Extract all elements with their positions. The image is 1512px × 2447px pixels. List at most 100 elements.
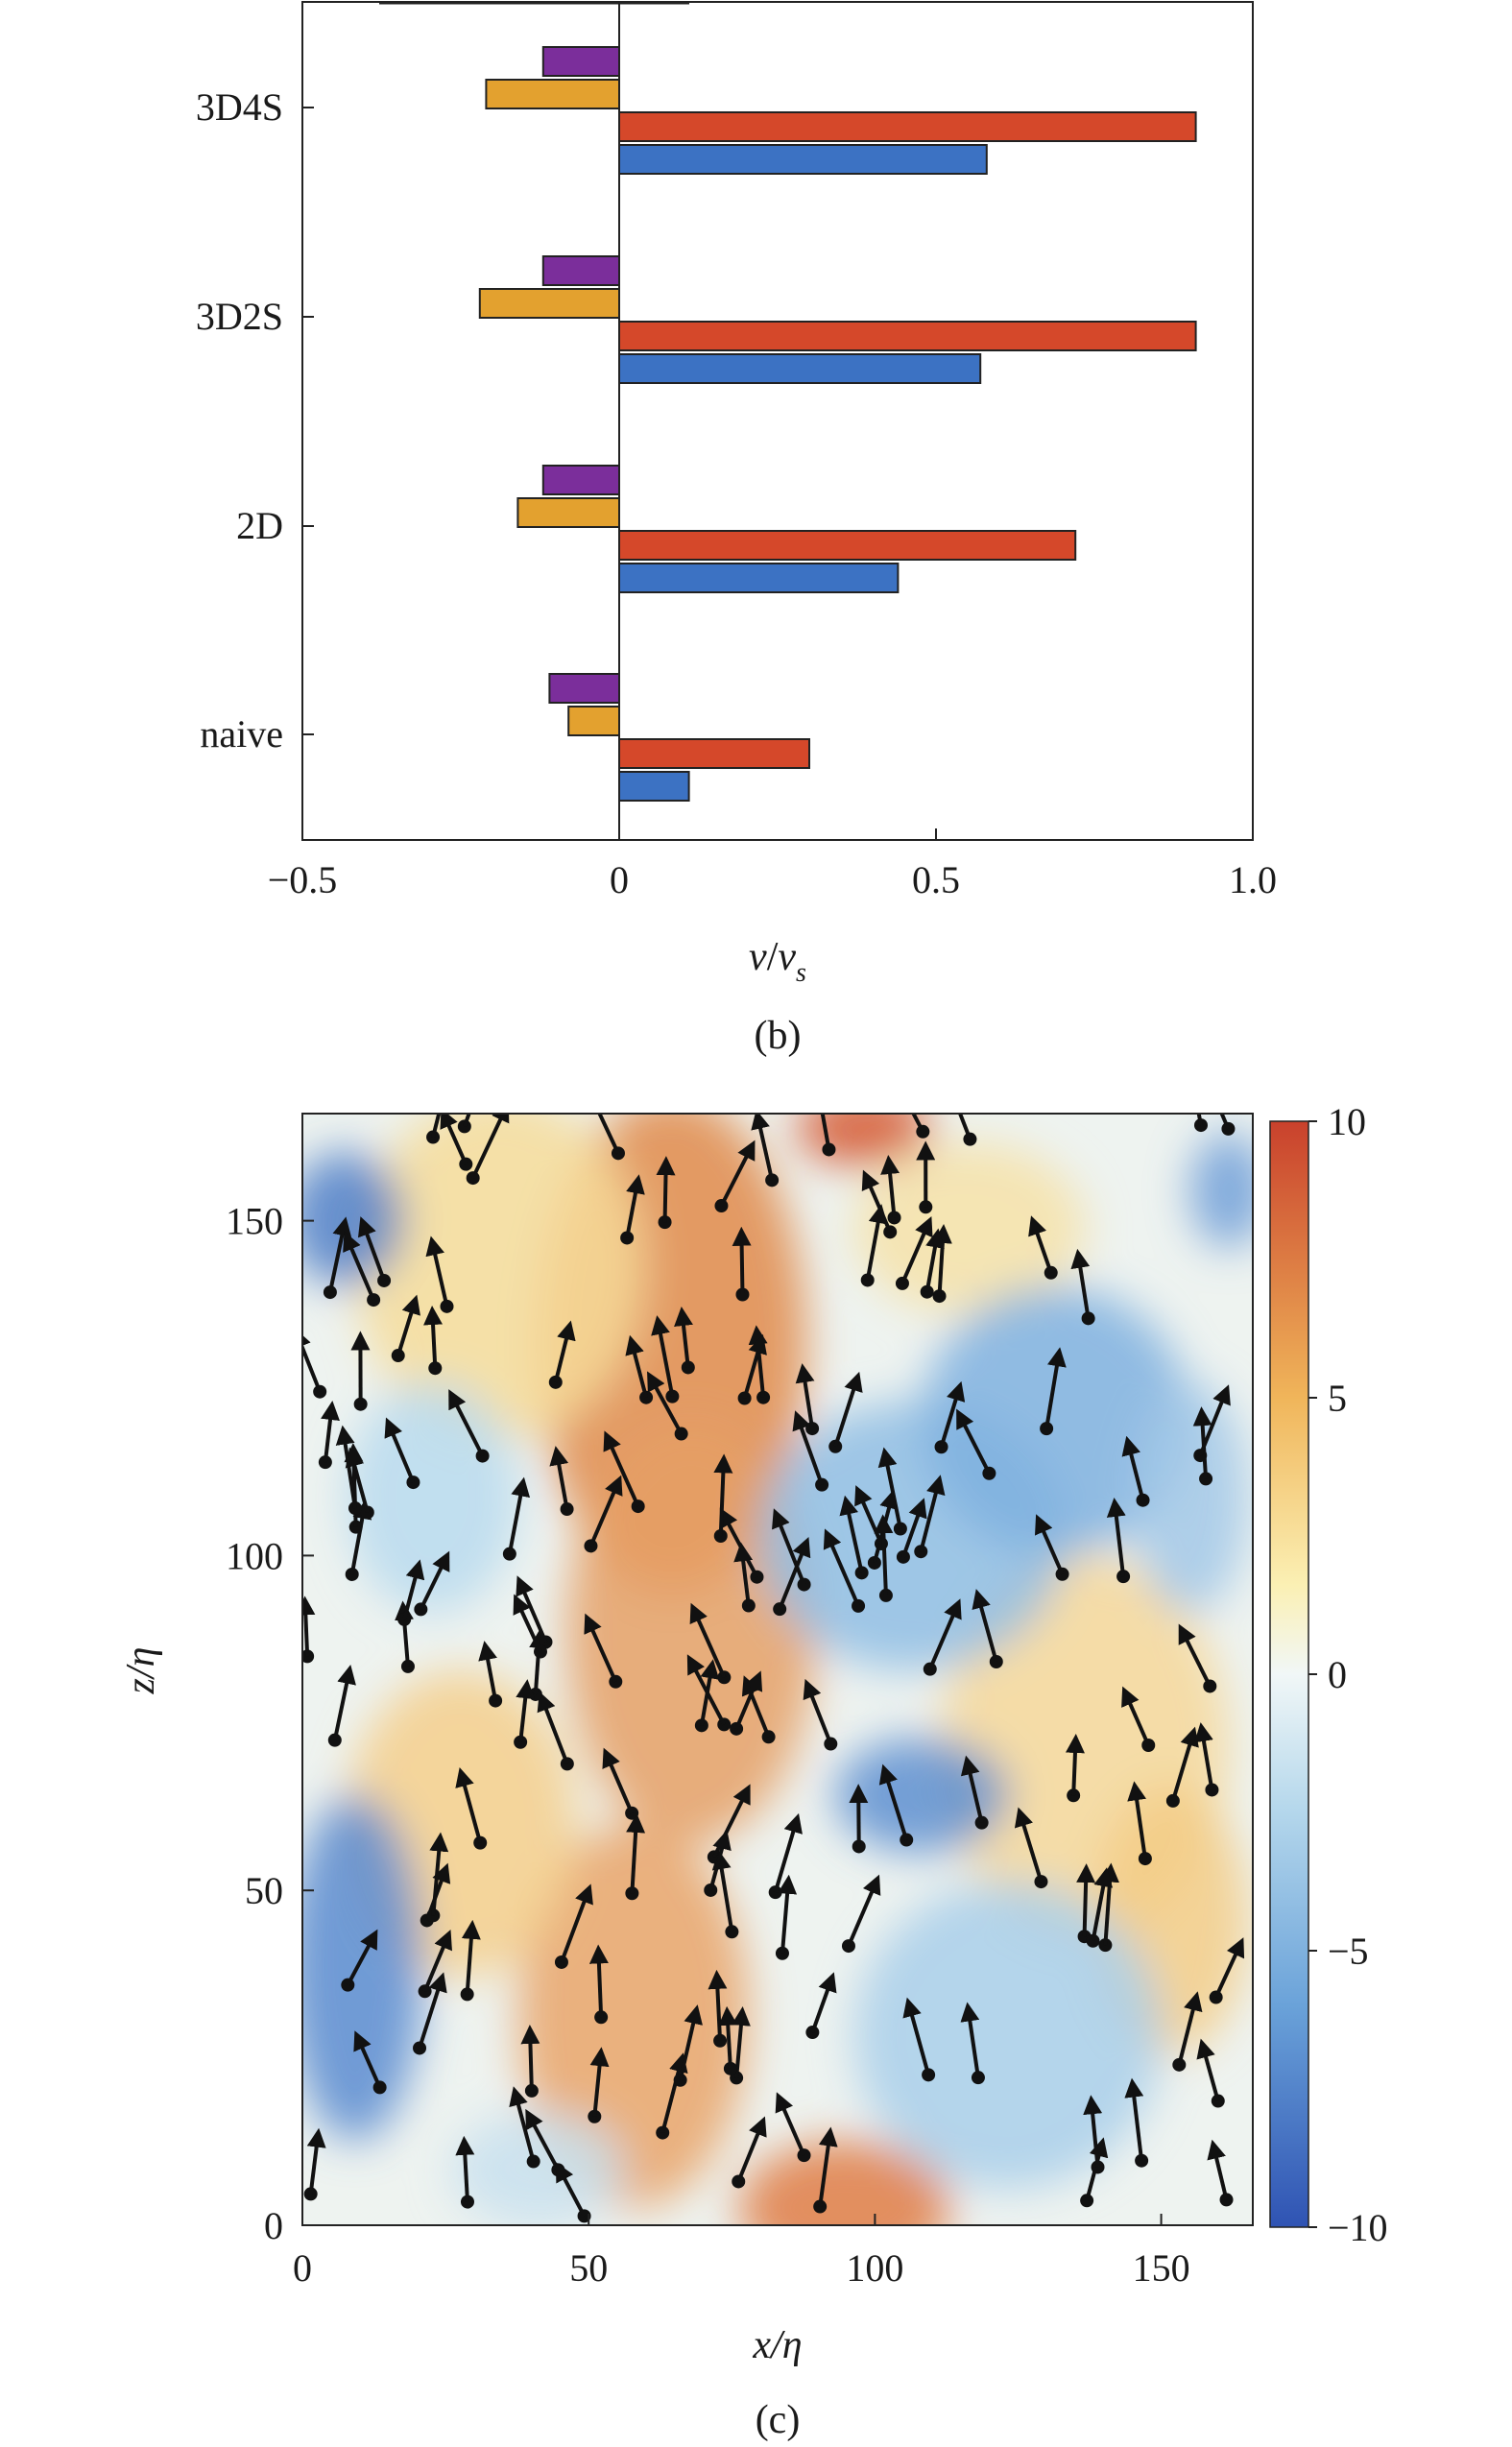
y-tick-label: 100 <box>226 1534 283 1577</box>
velocity-arrow <box>537 1691 569 1765</box>
velocity-arrow <box>1124 2077 1144 2161</box>
velocity-arrow <box>589 2047 610 2117</box>
bar-naive-1 <box>567 706 621 736</box>
bar-2D-2 <box>618 530 1077 561</box>
velocity-arrow <box>732 1226 752 1295</box>
velocity-arrow <box>674 1307 693 1368</box>
category-label: 3D2S <box>196 295 283 338</box>
colorbar <box>1269 1120 1309 2228</box>
velocity-arrow <box>516 1575 548 1643</box>
velocity-arrow <box>1198 1384 1231 1456</box>
velocity-arrow <box>803 1678 833 1745</box>
velocity-arrow <box>792 1410 824 1486</box>
bar-3D2S-2 <box>618 321 1197 351</box>
heatmap-y-axis-label: z/η <box>119 1647 163 1695</box>
colorbar-tick-label: 0 <box>1328 1653 1347 1696</box>
velocity-arrow <box>1170 1726 1199 1802</box>
colorbar-tick-label: −10 <box>1328 2206 1388 2249</box>
value-tick-label: 1.0 <box>1229 858 1277 901</box>
velocity-arrow <box>678 2004 703 2081</box>
velocity-arrow <box>960 2002 980 2078</box>
velocity-arrow <box>1121 1686 1151 1746</box>
velocity-arrow <box>448 1389 485 1457</box>
velocity-arrow <box>603 1430 640 1507</box>
velocity-arrow <box>335 1425 357 1509</box>
velocity-arrow <box>327 1216 352 1293</box>
value-tick-label: −0.5 <box>268 858 338 901</box>
velocity-arrow <box>742 1333 767 1400</box>
velocity-arrow <box>656 1156 676 1223</box>
velocity-arrow <box>455 2135 475 2202</box>
velocity-arrow <box>731 2005 751 2078</box>
velocity-arrow <box>346 1929 378 1986</box>
colorbar-tick-label: 10 <box>1328 1100 1366 1143</box>
velocity-arrow <box>1121 1435 1145 1501</box>
velocity-arrows <box>302 1114 1245 2223</box>
heatmap-field <box>302 1114 1253 2225</box>
y-tick-label: 150 <box>226 1200 283 1243</box>
velocity-arrow <box>425 1235 449 1307</box>
velocity-arrow <box>588 1944 609 2018</box>
velocity-arrow <box>1044 1347 1067 1429</box>
velocity-arrow <box>306 2127 326 2195</box>
bar-3D2S-0 <box>541 255 620 286</box>
velocity-arrow <box>1178 1623 1212 1688</box>
category-label: 3D4S <box>196 85 283 129</box>
velocity-arrow <box>960 1755 984 1824</box>
velocity-arrow <box>419 1550 450 1611</box>
category-label: 2D <box>236 504 283 547</box>
velocity-arrow <box>525 2108 561 2171</box>
velocity-arrow <box>626 1813 646 1894</box>
bar-naive-2 <box>618 738 810 769</box>
velocity-arrow <box>778 1874 798 1954</box>
heatmap-frame <box>301 1113 1254 2226</box>
velocity-arrow <box>939 1380 966 1448</box>
bar-3D2S-3 <box>618 353 982 384</box>
bar-x-axis-label: v/vs <box>749 935 806 988</box>
value-tick-label: 0.5 <box>912 858 960 901</box>
heatmap-y-ticks: 0 50 100 150 <box>226 1200 314 2247</box>
velocity-arrow <box>422 1930 452 1993</box>
velocity-arrow <box>1207 2139 1229 2200</box>
bar-2D-1 <box>516 497 621 528</box>
velocity-arrow <box>1196 1114 1203 1126</box>
velocity-arrow <box>402 1559 425 1620</box>
velocity-arrow <box>1196 2038 1220 2102</box>
velocity-arrow <box>440 1114 468 1165</box>
velocity-arrow <box>878 1763 909 1841</box>
velocity-arrow <box>1091 1867 1114 1942</box>
velocity-arrow <box>357 1216 386 1282</box>
velocity-arrow <box>880 1155 900 1218</box>
velocity-arrow <box>555 2162 587 2218</box>
velocity-arrow <box>651 1315 675 1397</box>
colorbar-tick-label: −5 <box>1328 1930 1369 1973</box>
velocity-arrow <box>711 1850 734 1932</box>
velocity-arrow <box>516 1679 536 1742</box>
bar-3D4S-3 <box>618 144 988 175</box>
velocity-arrow <box>854 1485 883 1545</box>
x-tick-label: 100 <box>846 2246 903 2290</box>
bar-3D4S-1 <box>485 79 620 109</box>
bar-naive-0 <box>548 673 621 704</box>
velocity-arrow <box>470 1114 510 1179</box>
velocity-arrow <box>349 1499 372 1575</box>
velocity-arrow <box>795 1363 815 1429</box>
velocity-arrow <box>847 1874 881 1947</box>
value-ticks: −0.5 0 0.5 1.0 <box>268 828 1277 901</box>
velocity-arrow <box>820 1114 831 1150</box>
heatmap-x-ticks: 0 50 100 150 <box>293 2214 1190 2290</box>
velocity-arrow <box>1219 1114 1231 1130</box>
velocity-arrow <box>713 1453 733 1537</box>
velocity-arrow <box>956 1408 992 1475</box>
y-tick-label: 0 <box>264 2204 283 2247</box>
velocity-arrow <box>972 1589 998 1663</box>
velocity-arrow <box>549 1446 569 1510</box>
velocity-arrow <box>778 1536 811 1610</box>
velocity-arrow <box>509 2086 536 2163</box>
velocity-arrow <box>553 1320 576 1383</box>
velocity-arrow <box>919 1475 946 1552</box>
x-tick-label: 50 <box>569 2246 608 2290</box>
velocity-arrow <box>877 1447 902 1529</box>
velocity-arrow <box>1070 1248 1091 1319</box>
velocity-arrow <box>461 1919 481 1995</box>
